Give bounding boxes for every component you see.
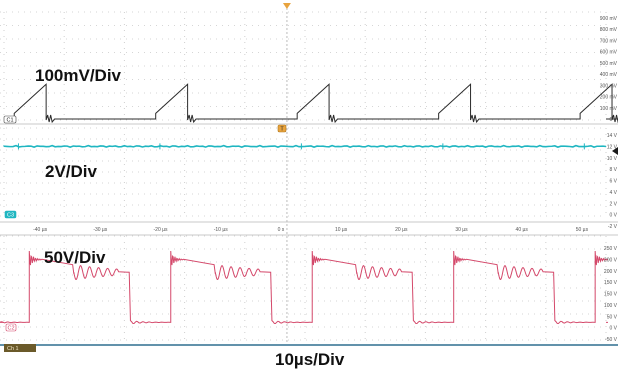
grid — [0, 3, 607, 342]
c3-trace — [3, 144, 607, 149]
c2-scale-label: 50V/Div — [44, 248, 106, 267]
x-tick-label: -40 µs — [33, 227, 47, 233]
y-tick-label: 0 V — [609, 326, 617, 332]
trigger-marker-icon — [282, 3, 291, 9]
y-tick-label: 200 V — [604, 269, 618, 275]
c1-scale-label: 100mV/Div — [35, 66, 121, 85]
y-tick-label: 0 V — [609, 213, 617, 219]
c1-tag-box — [3, 115, 17, 124]
c3-scale-label: 2V/Div — [45, 162, 97, 181]
trigger-tag-box — [277, 124, 287, 133]
frame-lines — [0, 123, 618, 346]
y-tick-label: 300 mV — [600, 83, 618, 89]
x-tick-label: 10 µs — [335, 227, 348, 233]
y-tick-label: 8 V — [609, 167, 617, 173]
y-tick-label: 150 V — [604, 280, 618, 286]
tick-labels: 900 mV 800 mV 700 mV 600 mV 500 mV 400 mV 300 … — [33, 16, 618, 343]
y-tick-label: 50 V — [607, 314, 618, 320]
c1-tag: C1 — [6, 118, 13, 124]
y-tick-label: 250 V — [604, 246, 618, 252]
x-tick-label: 30 µs — [455, 227, 468, 233]
y-tick-label: 4 V — [609, 190, 617, 196]
y-tick-label: 100 mV — [600, 106, 618, 112]
y-tick-label: 2 V — [609, 201, 617, 207]
x-tick-label: 50 µs — [576, 227, 589, 233]
time-scale-label: 10µs/Div — [275, 350, 345, 369]
x-tick-label: -10 µs — [214, 227, 228, 233]
y-tick-label: 12 V — [607, 144, 618, 150]
y-tick-label: 800 mV — [600, 27, 618, 33]
footer-channel-box — [4, 344, 36, 352]
y-tick-label: 200 mV — [600, 95, 618, 101]
y-tick-label: 14 V — [607, 133, 618, 139]
x-tick-label: -20 µs — [154, 227, 168, 233]
y-tick-label: -50 V — [605, 337, 618, 343]
footer-channel-label: Ch 1 — [7, 346, 19, 352]
y-tick-label: 700 mV — [600, 38, 618, 44]
c2-tag: C2 — [7, 326, 14, 332]
y-tick-label: 400 mV — [600, 72, 618, 78]
c2-tag-box — [5, 323, 17, 332]
y-tick-label: 6 V — [609, 179, 617, 185]
x-tick-label: 0 s — [278, 227, 285, 233]
y-tick-label: -2 V — [608, 224, 618, 230]
y-tick-label: 10 V — [607, 156, 618, 162]
trigger-tag: T — [280, 127, 284, 133]
c3-level-marker-icon — [612, 147, 618, 155]
x-tick-label: -30 µs — [93, 227, 107, 233]
c3-tag: C3 — [7, 213, 14, 219]
y-tick-label: 500 mV — [600, 61, 618, 67]
y-tick-label: 100 V — [604, 303, 618, 309]
y-tick-label: 150 V — [604, 292, 618, 298]
c3-tag-box — [4, 210, 17, 219]
channel-tags: C1 C3 C2 T Ch 1 — [3, 115, 618, 352]
x-tick-label: 40 µs — [516, 227, 529, 233]
traces — [0, 83, 618, 325]
y-tick-label: 600 mV — [600, 50, 618, 56]
y-tick-label: 200 V — [604, 257, 618, 263]
y-tick-label: 0 V — [609, 117, 617, 123]
c1-trace — [4, 83, 618, 124]
x-tick-label: 20 µs — [395, 227, 408, 233]
y-tick-label: 900 mV — [600, 16, 618, 22]
c2-trace — [0, 251, 608, 325]
